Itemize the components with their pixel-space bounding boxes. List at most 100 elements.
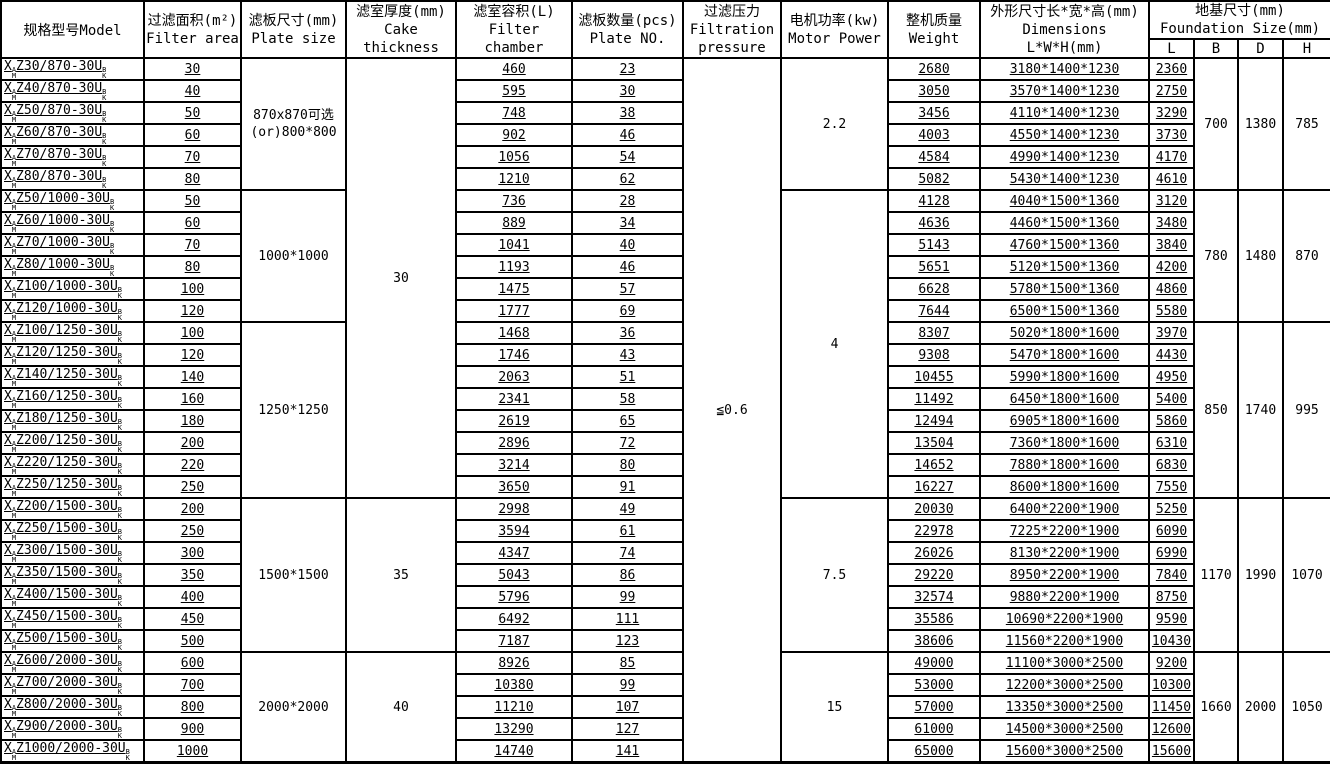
- weight-cell[interactable]: 7644: [887, 299, 981, 323]
- model-cell[interactable]: X A M Z70/870-30U B K: [0, 145, 145, 169]
- dimensions-cell[interactable]: 4460*1500*1360: [979, 211, 1150, 235]
- filter-chamber-cell[interactable]: 595: [455, 79, 573, 103]
- filter-chamber-cell[interactable]: 10380: [455, 673, 573, 697]
- model-cell[interactable]: X A M Z140/1250-30U B K: [0, 365, 145, 389]
- weight-cell[interactable]: 22978: [887, 519, 981, 543]
- filter-area-cell[interactable]: 100: [143, 277, 242, 301]
- filter-area-cell[interactable]: 50: [143, 189, 242, 213]
- weight-cell[interactable]: 53000: [887, 673, 981, 697]
- filter-area-cell[interactable]: 160: [143, 387, 242, 411]
- dimensions-cell[interactable]: 4990*1400*1230: [979, 145, 1150, 169]
- foundation-l-cell[interactable]: 10430: [1148, 629, 1195, 653]
- weight-cell[interactable]: 16227: [887, 475, 981, 499]
- foundation-l-cell[interactable]: 3730: [1148, 123, 1195, 147]
- weight-cell[interactable]: 57000: [887, 695, 981, 719]
- weight-cell[interactable]: 8307: [887, 321, 981, 345]
- dimensions-cell[interactable]: 6500*1500*1360: [979, 299, 1150, 323]
- plate-no-cell[interactable]: 23: [571, 57, 684, 81]
- model-cell[interactable]: X A M Z50/1000-30U B K: [0, 189, 145, 213]
- foundation-l-cell[interactable]: 6830: [1148, 453, 1195, 477]
- filter-area-cell[interactable]: 600: [143, 651, 242, 675]
- filter-chamber-cell[interactable]: 5796: [455, 585, 573, 609]
- dimensions-cell[interactable]: 6905*1800*1600: [979, 409, 1150, 433]
- model-cell[interactable]: X A M Z60/870-30U B K: [0, 123, 145, 147]
- dimensions-cell[interactable]: 7360*1800*1600: [979, 431, 1150, 455]
- plate-no-cell[interactable]: 46: [571, 123, 684, 147]
- model-cell[interactable]: X A M Z160/1250-30U B K: [0, 387, 145, 411]
- dimensions-cell[interactable]: 11560*2200*1900: [979, 629, 1150, 653]
- filter-area-cell[interactable]: 60: [143, 123, 242, 147]
- weight-cell[interactable]: 29220: [887, 563, 981, 587]
- filter-area-cell[interactable]: 800: [143, 695, 242, 719]
- model-cell[interactable]: X A M Z100/1000-30U B K: [0, 277, 145, 301]
- model-cell[interactable]: X A M Z300/1500-30U B K: [0, 541, 145, 565]
- filter-chamber-cell[interactable]: 2896: [455, 431, 573, 455]
- dimensions-cell[interactable]: 6400*2200*1900: [979, 497, 1150, 521]
- foundation-l-cell[interactable]: 6310: [1148, 431, 1195, 455]
- filter-chamber-cell[interactable]: 1041: [455, 233, 573, 257]
- weight-cell[interactable]: 5143: [887, 233, 981, 257]
- foundation-l-cell[interactable]: 2360: [1148, 57, 1195, 81]
- filter-area-cell[interactable]: 200: [143, 431, 242, 455]
- plate-no-cell[interactable]: 123: [571, 629, 684, 653]
- filter-chamber-cell[interactable]: 8926: [455, 651, 573, 675]
- plate-no-cell[interactable]: 99: [571, 673, 684, 697]
- foundation-l-cell[interactable]: 7550: [1148, 475, 1195, 499]
- filter-chamber-cell[interactable]: 2063: [455, 365, 573, 389]
- plate-no-cell[interactable]: 36: [571, 321, 684, 345]
- filter-area-cell[interactable]: 1000: [143, 739, 242, 764]
- weight-cell[interactable]: 61000: [887, 717, 981, 741]
- filter-chamber-cell[interactable]: 1056: [455, 145, 573, 169]
- model-cell[interactable]: X A M Z250/1250-30U B K: [0, 475, 145, 499]
- foundation-l-cell[interactable]: 2750: [1148, 79, 1195, 103]
- weight-cell[interactable]: 35586: [887, 607, 981, 631]
- dimensions-cell[interactable]: 15600*3000*2500: [979, 739, 1150, 764]
- filter-area-cell[interactable]: 70: [143, 145, 242, 169]
- weight-cell[interactable]: 5651: [887, 255, 981, 279]
- plate-no-cell[interactable]: 72: [571, 431, 684, 455]
- plate-no-cell[interactable]: 99: [571, 585, 684, 609]
- weight-cell[interactable]: 9308: [887, 343, 981, 367]
- dimensions-cell[interactable]: 14500*3000*2500: [979, 717, 1150, 741]
- foundation-l-cell[interactable]: 7840: [1148, 563, 1195, 587]
- filter-chamber-cell[interactable]: 1193: [455, 255, 573, 279]
- model-cell[interactable]: X A M Z250/1500-30U B K: [0, 519, 145, 543]
- filter-area-cell[interactable]: 200: [143, 497, 242, 521]
- plate-no-cell[interactable]: 61: [571, 519, 684, 543]
- filter-area-cell[interactable]: 80: [143, 255, 242, 279]
- weight-cell[interactable]: 4636: [887, 211, 981, 235]
- filter-area-cell[interactable]: 400: [143, 585, 242, 609]
- filter-area-cell[interactable]: 180: [143, 409, 242, 433]
- dimensions-cell[interactable]: 11100*3000*2500: [979, 651, 1150, 675]
- foundation-l-cell[interactable]: 15600: [1148, 739, 1195, 764]
- filter-area-cell[interactable]: 900: [143, 717, 242, 741]
- model-cell[interactable]: X A M Z100/1250-30U B K: [0, 321, 145, 345]
- foundation-l-cell[interactable]: 6990: [1148, 541, 1195, 565]
- filter-chamber-cell[interactable]: 5043: [455, 563, 573, 587]
- plate-no-cell[interactable]: 141: [571, 739, 684, 764]
- weight-cell[interactable]: 3050: [887, 79, 981, 103]
- filter-chamber-cell[interactable]: 3214: [455, 453, 573, 477]
- weight-cell[interactable]: 6628: [887, 277, 981, 301]
- model-cell[interactable]: X A M Z120/1000-30U B K: [0, 299, 145, 323]
- dimensions-cell[interactable]: 5470*1800*1600: [979, 343, 1150, 367]
- plate-no-cell[interactable]: 28: [571, 189, 684, 213]
- filter-chamber-cell[interactable]: 1746: [455, 343, 573, 367]
- model-cell[interactable]: X A M Z450/1500-30U B K: [0, 607, 145, 631]
- filter-area-cell[interactable]: 40: [143, 79, 242, 103]
- plate-no-cell[interactable]: 86: [571, 563, 684, 587]
- foundation-l-cell[interactable]: 4200: [1148, 255, 1195, 279]
- dimensions-cell[interactable]: 5990*1800*1600: [979, 365, 1150, 389]
- plate-no-cell[interactable]: 80: [571, 453, 684, 477]
- foundation-l-cell[interactable]: 3840: [1148, 233, 1195, 257]
- plate-no-cell[interactable]: 58: [571, 387, 684, 411]
- plate-no-cell[interactable]: 111: [571, 607, 684, 631]
- weight-cell[interactable]: 4003: [887, 123, 981, 147]
- filter-area-cell[interactable]: 80: [143, 167, 242, 191]
- weight-cell[interactable]: 14652: [887, 453, 981, 477]
- foundation-l-cell[interactable]: 11450: [1148, 695, 1195, 719]
- filter-chamber-cell[interactable]: 4347: [455, 541, 573, 565]
- filter-chamber-cell[interactable]: 1468: [455, 321, 573, 345]
- dimensions-cell[interactable]: 3570*1400*1230: [979, 79, 1150, 103]
- filter-area-cell[interactable]: 450: [143, 607, 242, 631]
